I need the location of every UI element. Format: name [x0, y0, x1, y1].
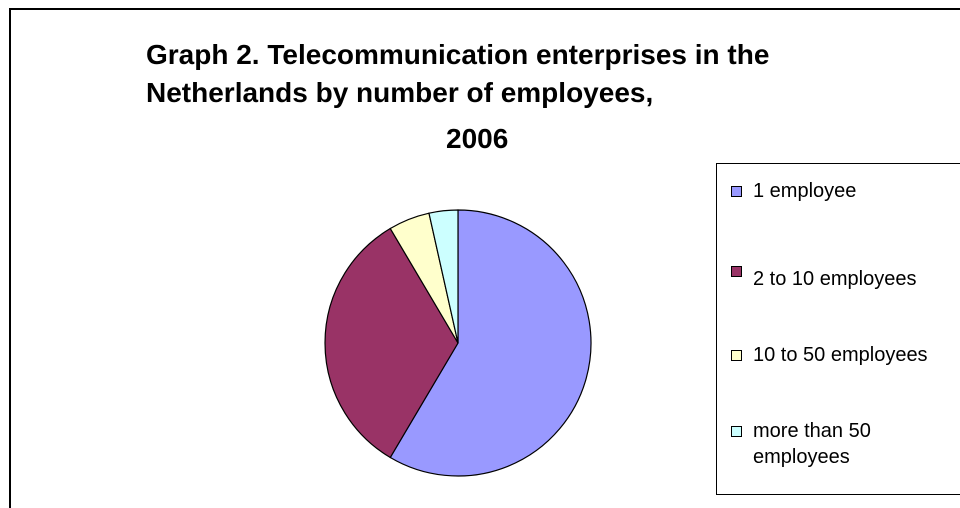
- chart-title-line-1: Graph 2. Telecommunication enterprises i…: [146, 39, 770, 70]
- legend-swatch-10-to-50: [731, 350, 742, 361]
- chart-title-line-2: Netherlands by number of employees,: [146, 77, 654, 108]
- legend-swatch-1-employee: [731, 186, 742, 197]
- legend-label-more-than-50: more than 50: [753, 420, 871, 442]
- legend-swatch-2-to-10: [731, 266, 742, 277]
- legend-label-10-to-50: 10 to 50 employees: [753, 344, 928, 366]
- chart-legend: 1 employee 2 to 10 employees 10 to 50 em…: [716, 163, 960, 495]
- pie-slice-2-to-10: [324, 227, 459, 459]
- pie-slice-1-employee: [389, 209, 592, 477]
- legend-label-2-to-10: 2 to 10 employees: [753, 268, 917, 290]
- chart-title-line-3: 2006: [446, 123, 509, 154]
- legend-label-more-than-50-line-2: employees: [753, 446, 850, 468]
- legend-swatch-more-than-50: [731, 426, 742, 437]
- legend-label-1-employee: 1 employee: [753, 180, 857, 202]
- pie-slice-more-than-50: [428, 209, 459, 344]
